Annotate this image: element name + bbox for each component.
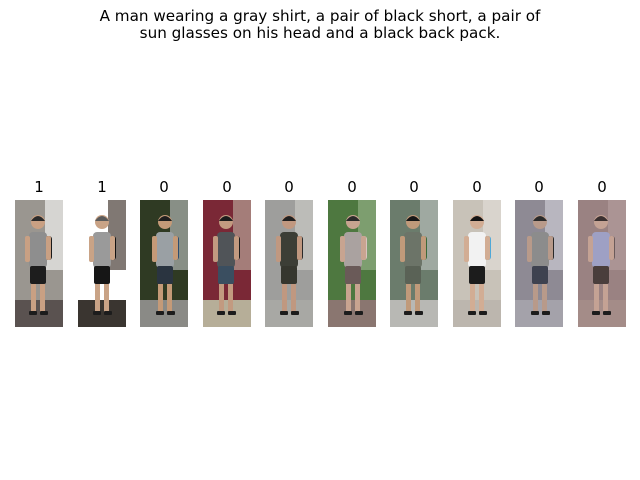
person-photo: [390, 200, 438, 327]
person-photo: [515, 200, 563, 327]
match-label: 1: [34, 178, 44, 196]
result-8: 0: [453, 176, 501, 327]
match-label: 0: [159, 178, 169, 196]
match-label: 0: [534, 178, 544, 196]
result-1: 1: [15, 176, 63, 327]
match-label: 0: [597, 178, 607, 196]
person-photo: [78, 200, 126, 327]
person-photo: [328, 200, 376, 327]
match-label: 0: [284, 178, 294, 196]
result-2: 1: [78, 176, 126, 327]
match-label: 1: [97, 178, 107, 196]
query-caption: A man wearing a gray shirt, a pair of bl…: [40, 8, 600, 42]
query-caption-line-2: sun glasses on his head and a black back…: [139, 24, 501, 42]
match-label: 0: [472, 178, 482, 196]
person-photo: [203, 200, 251, 327]
person-photo: [15, 200, 63, 327]
result-4: 0: [203, 176, 251, 327]
result-10: 0: [578, 176, 626, 327]
result-7: 0: [390, 176, 438, 327]
person-photo: [265, 200, 313, 327]
result-5: 0: [265, 176, 313, 327]
person-photo: [578, 200, 626, 327]
result-3: 0: [140, 176, 188, 327]
result-9: 0: [515, 176, 563, 327]
query-caption-line-1: A man wearing a gray shirt, a pair of bl…: [99, 7, 541, 25]
person-photo: [453, 200, 501, 327]
result-6: 0: [328, 176, 376, 327]
match-label: 0: [347, 178, 357, 196]
match-label: 0: [409, 178, 419, 196]
person-photo: [140, 200, 188, 327]
match-label: 0: [222, 178, 232, 196]
